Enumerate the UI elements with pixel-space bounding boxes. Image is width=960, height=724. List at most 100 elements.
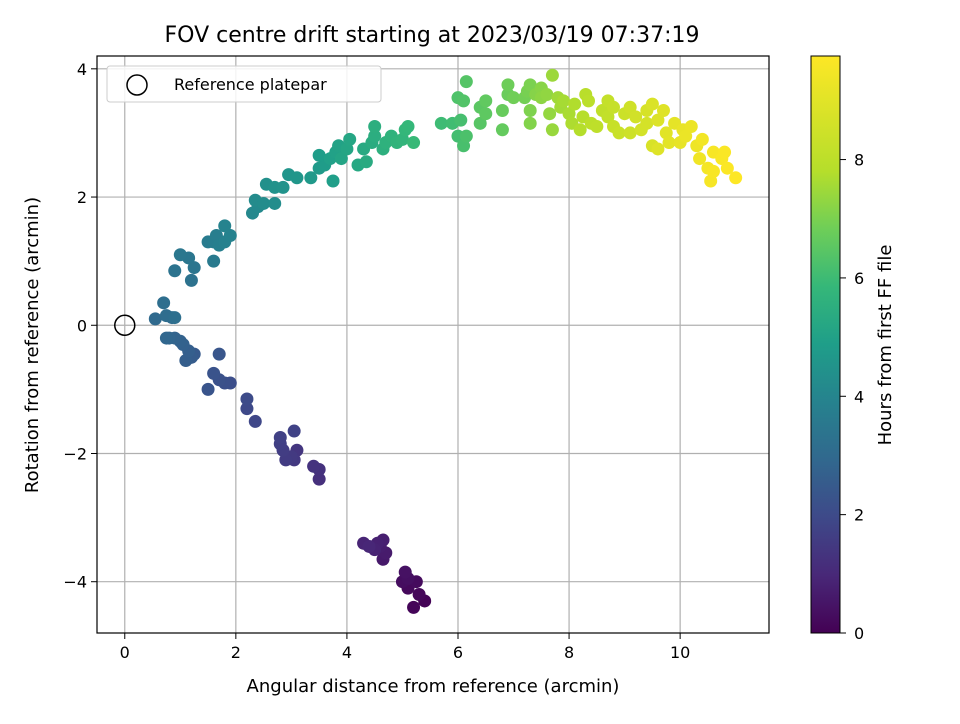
data-point — [201, 382, 215, 396]
data-point — [334, 152, 348, 166]
data-point — [168, 264, 182, 278]
plot-frame — [96, 55, 770, 634]
legend-box — [106, 65, 382, 103]
data-point — [662, 136, 676, 150]
data-point — [312, 148, 326, 162]
data-point — [326, 174, 340, 188]
data-point — [401, 120, 415, 134]
data-point — [523, 103, 537, 117]
data-point — [540, 87, 554, 101]
data-point — [545, 123, 559, 137]
data-point — [629, 110, 643, 124]
data-point — [543, 107, 557, 121]
data-point — [240, 392, 254, 406]
legend-label: Reference platepar — [174, 75, 327, 94]
data-point — [545, 68, 559, 82]
data-point — [640, 116, 654, 130]
y-tick-label: 4 — [77, 60, 87, 79]
data-point — [312, 472, 326, 486]
data-points — [148, 68, 743, 614]
data-point — [207, 366, 221, 380]
data-point — [148, 312, 162, 326]
data-point — [157, 296, 171, 310]
data-point — [582, 94, 596, 108]
colorbar: 0 2 4 6 8 Hours from first FF file — [810, 55, 896, 643]
data-point — [479, 94, 493, 108]
data-point — [495, 103, 509, 117]
data-point — [507, 91, 521, 105]
data-point — [434, 116, 448, 130]
x-tick-label: 6 — [453, 643, 463, 662]
colorbar-label: Hours from first FF file — [875, 245, 896, 446]
colorbar-tick-label: 4 — [854, 387, 864, 406]
colorbar-ticks: 0 2 4 6 8 — [840, 151, 864, 643]
colorbar-gradient — [810, 55, 841, 634]
x-tick-label: 4 — [342, 643, 352, 662]
x-tick-label: 2 — [231, 643, 241, 662]
data-point — [248, 414, 262, 428]
data-point — [187, 261, 201, 275]
data-point — [729, 171, 743, 185]
data-point — [695, 132, 709, 146]
data-point — [223, 229, 237, 243]
data-point — [343, 132, 357, 146]
data-point — [218, 219, 232, 233]
data-point — [159, 331, 173, 345]
x-tick-label: 0 — [120, 643, 130, 662]
y-axis-ticks: −4 −2 0 2 4 — [63, 60, 97, 592]
data-point — [257, 196, 271, 210]
data-point — [457, 94, 471, 108]
data-point — [459, 75, 473, 89]
data-point — [479, 107, 493, 121]
data-point — [184, 273, 198, 287]
data-point — [651, 113, 665, 127]
data-point — [407, 136, 421, 150]
data-point — [623, 100, 637, 114]
data-point — [523, 78, 537, 92]
data-point — [645, 97, 659, 111]
data-point — [706, 164, 720, 178]
data-point — [606, 100, 620, 114]
data-point — [240, 402, 254, 416]
data-point — [212, 347, 226, 361]
data-point — [568, 97, 582, 111]
data-point — [454, 113, 468, 127]
data-point — [473, 116, 487, 130]
data-point — [495, 123, 509, 137]
data-point — [651, 142, 665, 156]
data-point — [287, 424, 301, 438]
data-point — [459, 129, 473, 143]
data-point — [523, 116, 537, 130]
x-tick-label: 10 — [670, 643, 690, 662]
data-point — [623, 126, 637, 140]
data-point — [573, 123, 587, 137]
data-point — [718, 145, 732, 159]
data-point — [307, 459, 321, 473]
data-point — [601, 110, 615, 124]
colorbar-tick-label: 8 — [854, 151, 864, 170]
data-point — [501, 78, 515, 92]
data-point — [398, 565, 412, 579]
data-point — [720, 161, 734, 175]
x-axis-label: Angular distance from reference (arcmin) — [247, 676, 620, 697]
data-point — [612, 126, 626, 140]
data-point — [168, 311, 182, 325]
data-point — [207, 254, 221, 268]
data-point — [684, 120, 698, 134]
data-point — [656, 103, 670, 117]
colorbar-tick-label: 0 — [854, 624, 864, 643]
legend-open-circle-icon — [126, 74, 148, 96]
y-tick-label: 2 — [77, 188, 87, 207]
data-point — [362, 539, 376, 553]
y-tick-label: −2 — [63, 444, 87, 463]
colorbar-tick-label: 6 — [854, 269, 864, 288]
data-point — [368, 120, 382, 134]
x-axis-ticks: 0 2 4 6 8 10 — [120, 633, 690, 662]
chart-title: FOV centre drift starting at 2023/03/19 … — [165, 23, 700, 48]
reference-platepar-marker — [114, 314, 136, 337]
data-point — [273, 430, 287, 444]
legend: Reference platepar — [106, 65, 382, 103]
data-point — [359, 155, 373, 169]
y-axis-label: Rotation from reference (arcmin) — [22, 197, 43, 493]
